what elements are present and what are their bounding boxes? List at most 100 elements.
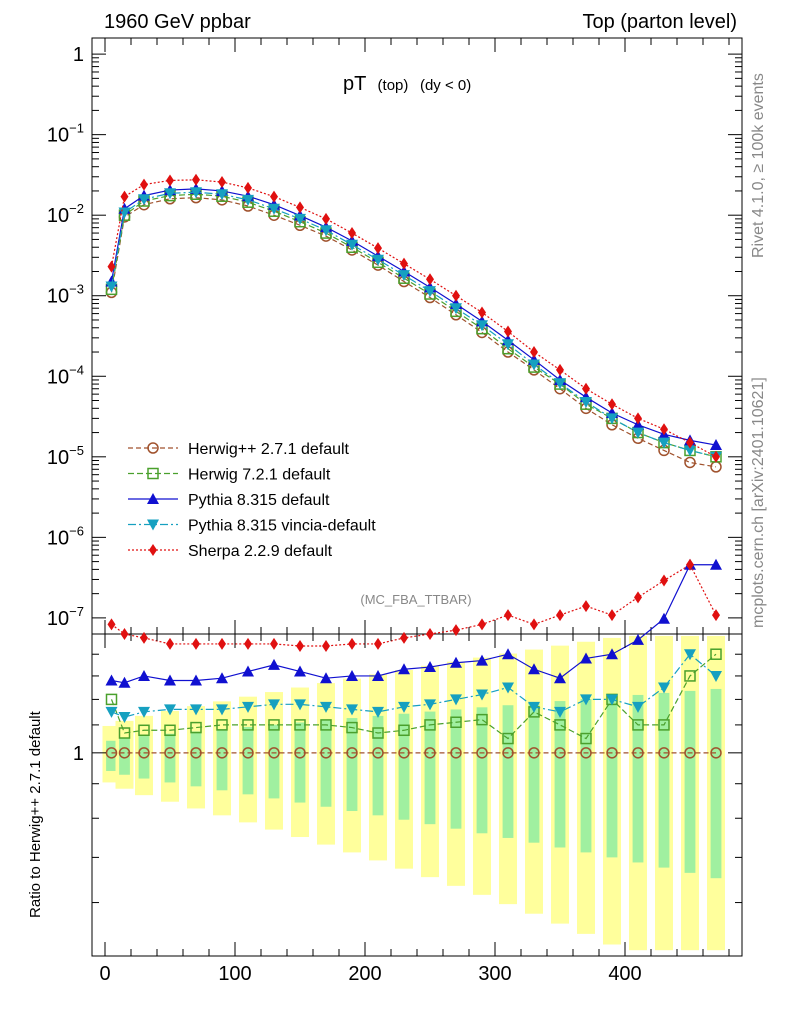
marker-circle — [268, 747, 280, 759]
legend-item: Pythia 8.315 vincia-default — [128, 518, 376, 535]
ratio-sherpa-2-2-9-default — [107, 558, 720, 652]
marker-triangle-up — [268, 658, 280, 670]
marker-circle — [658, 747, 670, 759]
marker-square — [294, 719, 306, 731]
marker-square — [554, 719, 566, 731]
band-green — [450, 709, 462, 829]
marker-square — [632, 719, 644, 731]
marker-triangle-down — [424, 699, 436, 711]
marker-circle — [450, 747, 462, 759]
marker-triangle-up — [320, 672, 332, 684]
marker-diamond — [530, 618, 538, 631]
y-tick-exponent: −5 — [69, 443, 84, 458]
marker-circle — [684, 456, 696, 469]
band-green — [190, 731, 202, 787]
marker-square — [105, 693, 118, 706]
marker-diamond — [400, 257, 408, 270]
marker-triangle-down — [476, 689, 488, 701]
band-green — [684, 690, 696, 873]
marker-diamond — [608, 609, 616, 622]
x-tick-label: 100 — [218, 963, 251, 985]
y-tick-label: 10−1 — [47, 121, 84, 147]
marker-diamond — [634, 412, 642, 425]
band-green — [398, 713, 410, 820]
y-tick-label: 10−3 — [47, 282, 84, 308]
marker-triangle-up — [580, 652, 592, 664]
analysis-label: (MC_FBA_TTBAR) — [360, 592, 471, 607]
header-left: 1960 GeV ppbar — [104, 11, 251, 33]
marker-triangle-down — [147, 519, 159, 531]
band-green — [320, 720, 332, 807]
marker-circle — [105, 747, 118, 759]
side-text-top: Rivet 4.1.0, ≥ 100k events — [750, 73, 767, 258]
marker-circle — [242, 747, 254, 759]
y-tick-base: 10 — [47, 286, 69, 308]
marker-triangle-down — [684, 445, 696, 457]
x-tick-label: 400 — [608, 963, 641, 985]
marker-triangle-down — [710, 670, 722, 682]
legend-label: Herwig++ 2.7.1 default — [188, 441, 350, 458]
y-tick-base: 10 — [47, 125, 69, 147]
band-green — [106, 740, 117, 771]
marker-diamond — [478, 306, 486, 319]
plot-title-condition: (dy < 0) — [420, 77, 471, 94]
y-tick-exponent: −1 — [69, 121, 84, 136]
marker-triangle-down — [105, 281, 118, 293]
main-y-ticks: 110−110−210−310−410−510−610−7 — [47, 44, 742, 630]
marker-triangle-down — [216, 704, 228, 716]
ratio-pythia-8-315-vincia-default — [105, 649, 722, 724]
marker-triangle-down — [294, 213, 306, 225]
marker-triangle-up — [190, 674, 202, 686]
band-green — [119, 738, 130, 775]
series-line — [110, 191, 717, 458]
marker-triangle-up — [346, 669, 358, 681]
marker-triangle-down — [268, 203, 280, 215]
marker-circle — [502, 747, 514, 759]
x-tick-labels: 0 100 200 300 400 — [99, 963, 641, 985]
marker-triangle-up — [294, 665, 306, 677]
band-green — [710, 688, 722, 879]
marker-triangle-down — [450, 694, 462, 706]
y-tick-exponent: −3 — [69, 282, 84, 297]
marker-triangle-down — [268, 699, 280, 711]
marker-triangle-down — [216, 189, 228, 201]
marker-diamond — [107, 260, 116, 273]
y-tick-base: 10 — [47, 447, 69, 469]
marker-diamond — [712, 450, 720, 463]
marker-triangle-down — [346, 239, 358, 251]
marker-square — [710, 648, 722, 660]
marker-circle — [138, 747, 150, 759]
series-line — [110, 197, 717, 468]
band-green — [476, 707, 488, 834]
band-green — [216, 729, 228, 791]
marker-diamond — [270, 637, 278, 650]
legend-label: Pythia 8.315 vincia-default — [188, 518, 376, 535]
marker-diamond — [140, 631, 148, 644]
band-green — [346, 718, 358, 812]
marker-triangle-down — [554, 378, 566, 390]
ratio-y-label: Ratio to Herwig++ 2.7.1 default — [27, 710, 44, 918]
marker-triangle-up — [710, 558, 722, 570]
marker-triangle-down — [242, 194, 254, 206]
y-tick-label: 1 — [73, 44, 84, 66]
marker-triangle-down — [502, 339, 514, 351]
marker-square — [268, 719, 280, 731]
header-right: Top (parton level) — [582, 11, 737, 33]
marker-diamond — [686, 436, 694, 449]
ratio-herwig-2-7-1-default — [105, 747, 722, 759]
marker-circle — [190, 747, 202, 759]
marker-circle — [147, 442, 159, 454]
plot-title-suffix: (top) — [378, 77, 409, 94]
marker-diamond — [530, 346, 538, 359]
marker-diamond — [374, 242, 382, 255]
y-tick-exponent: −4 — [69, 362, 84, 377]
marker-circle — [476, 747, 488, 759]
marker-triangle-up — [216, 672, 228, 684]
marker-diamond — [504, 609, 512, 622]
band-green — [242, 726, 254, 795]
marker-diamond — [166, 174, 174, 187]
ratio-bands — [102, 635, 725, 951]
marker-circle — [710, 747, 722, 759]
marker-triangle-down — [118, 712, 131, 724]
